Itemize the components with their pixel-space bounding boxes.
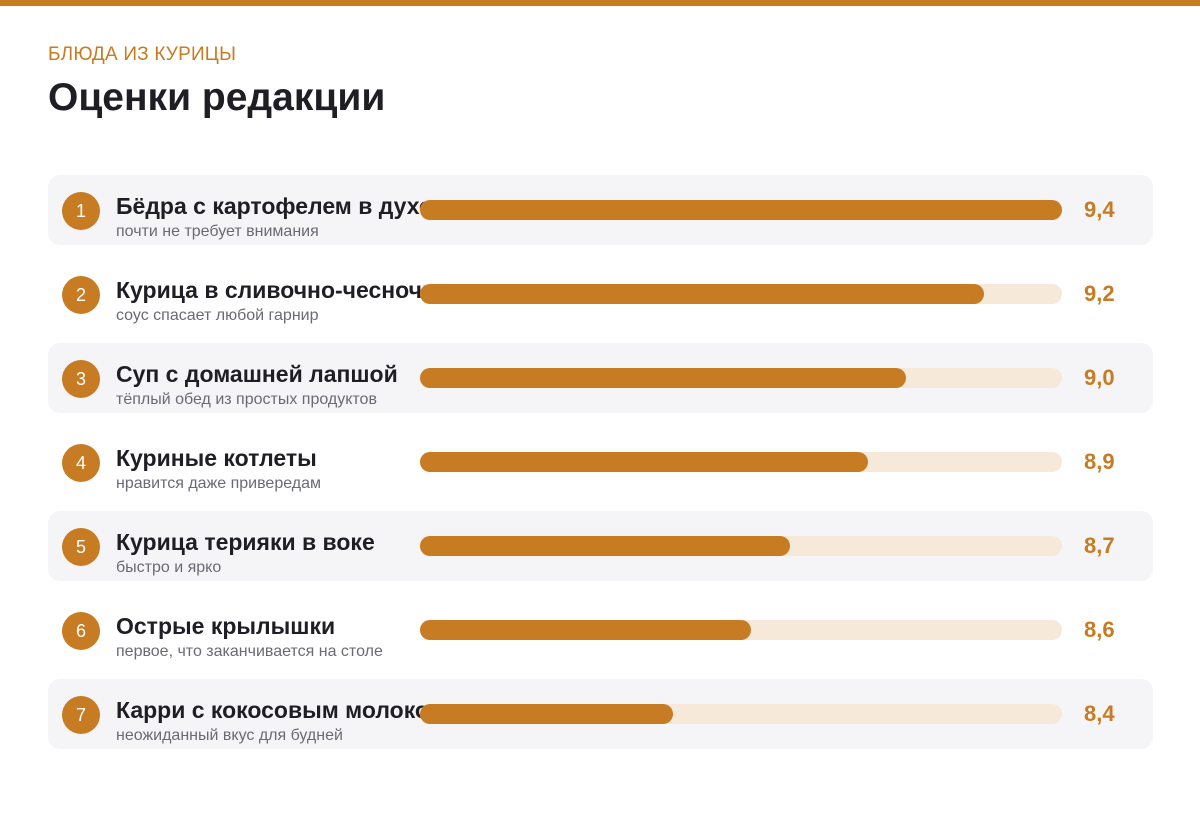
rank-badge: 5	[62, 528, 100, 566]
top-accent-bar	[0, 0, 1200, 6]
bar-track	[420, 452, 1062, 472]
dish-note: неожиданный вкус для будней	[116, 727, 343, 744]
bar-track	[420, 536, 1062, 556]
dish-name: Курица терияки в воке	[116, 529, 375, 555]
dish-name: Куриные котлеты	[116, 445, 317, 471]
bar-fill	[420, 200, 1062, 220]
rank-badge: 7	[62, 696, 100, 734]
chart-row: 5 Курица терияки в воке быстро и ярко 8,7	[48, 511, 1153, 581]
rank-badge: 3	[62, 360, 100, 398]
rank-badge: 6	[62, 612, 100, 650]
dish-note: соус спасает любой гарнир	[116, 307, 319, 324]
dish-note: быстро и ярко	[116, 559, 222, 576]
dish-note: тёплый обед из простых продуктов	[116, 391, 377, 408]
dish-name: Карри с кокосовым молоком	[116, 697, 446, 723]
bar-track	[420, 368, 1062, 388]
dish-note: почти не требует внимания	[116, 223, 319, 240]
dish-note: нравится даже привередам	[116, 475, 322, 492]
chart-row: 1 Бёдра с картофелем в духовке почти не тр…	[48, 175, 1153, 245]
score-label: 8,6	[1084, 617, 1115, 642]
bar-fill	[420, 704, 673, 724]
chart-row: 7 Карри с кокосовым молоком неожиданный вк…	[48, 679, 1153, 749]
section-kicker: БЛЮДА ИЗ КУРИЦЫ	[48, 44, 237, 65]
chart-row: 2 Курица в сливочно-чесночном соусе соус с…	[48, 259, 1153, 329]
dish-name: Острые крылышки	[116, 613, 336, 639]
bar-fill	[420, 536, 790, 556]
score-label: 9,4	[1084, 197, 1115, 222]
bar-fill	[420, 284, 984, 304]
score-label: 8,7	[1084, 533, 1115, 558]
chart-row: 3 Суп с домашней лапшой тёплый обед из про…	[48, 343, 1153, 413]
dish-name: Бёдра с картофелем в духовке	[116, 193, 472, 219]
bar-track	[420, 704, 1062, 724]
score-label: 9,2	[1084, 281, 1115, 306]
ratings-chart: 1 Бёдра с картофелем в духовке почти не тр…	[48, 175, 1153, 751]
chart-row: 6 Острые крылышки первое, что заканчиваетс…	[48, 595, 1153, 665]
bar-track	[420, 200, 1062, 220]
bar-fill	[420, 620, 751, 640]
bar-fill	[420, 368, 906, 388]
dish-note: первое, что заканчивается на столе	[116, 643, 383, 660]
chart-row: 4 Куриные котлеты нравится даже привередам…	[48, 427, 1153, 497]
bar-track	[420, 284, 1062, 304]
rank-badge: 1	[62, 192, 100, 230]
score-label: 8,4	[1084, 701, 1115, 726]
page-title: Оценки редакции	[48, 76, 386, 119]
score-label: 9,0	[1084, 365, 1115, 390]
rank-badge: 4	[62, 444, 100, 482]
score-label: 8,9	[1084, 449, 1115, 474]
bar-fill	[420, 452, 868, 472]
dish-name: Суп с домашней лапшой	[116, 361, 398, 387]
rank-badge: 2	[62, 276, 100, 314]
bar-track	[420, 620, 1062, 640]
